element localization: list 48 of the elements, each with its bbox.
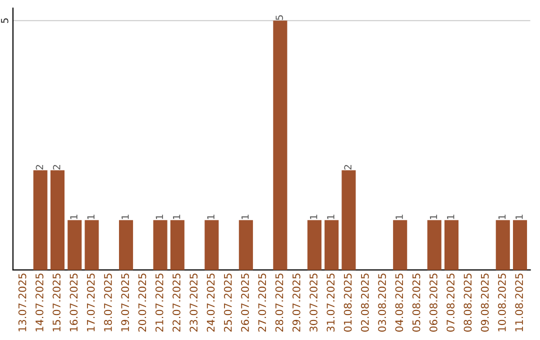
x-tick-label: 05.08.2025	[412, 274, 420, 332]
x-tick-label: 22.07.2025	[172, 274, 180, 332]
x-tick-label: 24.07.2025	[206, 274, 215, 332]
x-tick-label: 18.07.2025	[104, 274, 112, 332]
x-tick-label: 03.08.2025	[378, 274, 386, 332]
x-tick-label: 14.07.2025	[36, 274, 44, 332]
data-label: 1	[122, 214, 129, 220]
data-label: 1	[447, 214, 454, 220]
x-tick-label: 21.07.2025	[155, 274, 164, 332]
x-tick-label: 01.08.2025	[344, 274, 352, 332]
data-label: 1	[156, 214, 163, 220]
x-tick-label: 04.08.2025	[395, 274, 404, 332]
x-tick-label: 02.08.2025	[360, 274, 369, 332]
x-tick-label: 15.07.2025	[52, 274, 61, 332]
data-label: 2	[52, 165, 60, 170]
data-label: 1	[430, 214, 438, 220]
x-tick-label: 20.07.2025	[138, 274, 146, 332]
x-tick-label: 28.07.2025	[275, 274, 284, 332]
x-tick-label: 08.08.2025	[464, 274, 472, 332]
data-label: 1	[310, 214, 318, 220]
x-tick-label: 07.08.2025	[446, 274, 455, 332]
x-tick-label: 17.07.2025	[86, 274, 95, 332]
x-tick-label: 27.07.2025	[258, 274, 266, 332]
x-tick-label: 09.08.2025	[480, 274, 489, 332]
data-label: 1	[207, 214, 214, 220]
x-tick-label: 16.07.2025	[70, 274, 78, 332]
data-label: 1	[87, 214, 94, 220]
data-label: 1	[516, 214, 523, 220]
x-tick-label: 11.08.2025	[515, 274, 524, 332]
x-tick-label: 23.07.2025	[190, 274, 198, 332]
data-label: 1	[173, 214, 180, 220]
x-tick-label: 26.07.2025	[241, 274, 249, 332]
data-label: 2	[344, 165, 352, 170]
data-label: 1	[242, 214, 249, 220]
x-tick-label: 29.07.2025	[292, 274, 300, 332]
x-tick-label: 06.08.2025	[429, 274, 438, 332]
x-tick-label: 19.07.2025	[121, 274, 130, 332]
x-tick-label: 25.07.2025	[224, 274, 232, 332]
x-tick-label: 13.07.2025	[18, 274, 26, 332]
data-label: 1	[498, 214, 506, 220]
data-label: 1	[70, 214, 78, 220]
x-tick-label: 30.07.2025	[310, 274, 318, 332]
data-label: 1	[396, 214, 403, 220]
data-label: 1	[327, 214, 334, 220]
x-tick-label: 10.08.2025	[498, 274, 506, 332]
x-tick-label: 31.07.2025	[326, 274, 335, 332]
data-label: 2	[36, 165, 44, 170]
data-label: 5	[276, 15, 284, 20]
